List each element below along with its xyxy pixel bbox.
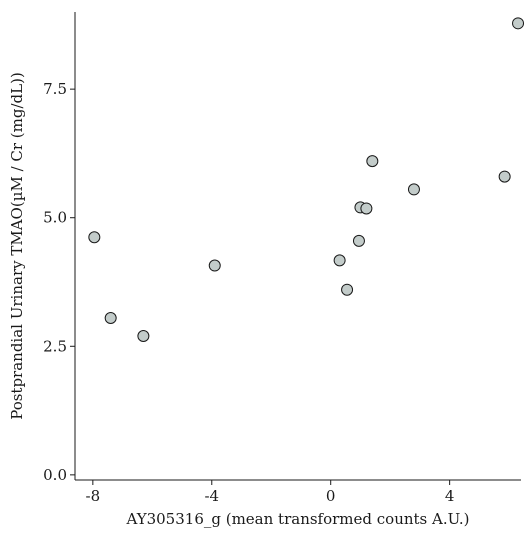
- data-point: [104, 312, 117, 324]
- x-tick-label: 4: [445, 487, 455, 505]
- y-tick-label: 0.0: [43, 466, 67, 484]
- axis-labels: AY305316_g (mean transformed counts A.U.…: [8, 72, 470, 528]
- x-axis-title: AY305316_g (mean transformed counts A.U.…: [125, 510, 469, 528]
- y-tick-label: 5.0: [43, 209, 67, 227]
- y-tick-label: 2.5: [43, 337, 67, 355]
- data-point: [137, 330, 150, 342]
- data-point: [88, 231, 101, 244]
- x-tick-label: -8: [86, 487, 101, 505]
- data-point: [407, 183, 420, 196]
- x-tick-label: -4: [204, 487, 219, 505]
- data-point: [208, 259, 221, 272]
- data-point: [366, 155, 379, 168]
- data-point: [341, 283, 354, 296]
- x-tick-label: 0: [326, 487, 336, 505]
- y-axis-title: Postprandial Urinary TMAO(µM / Cr (mg/dL…: [8, 72, 26, 420]
- data-point: [360, 202, 373, 215]
- axes: [74, 12, 521, 481]
- data-point: [333, 254, 346, 267]
- data-points: [88, 17, 525, 342]
- data-point: [498, 170, 511, 183]
- data-point: [512, 17, 525, 30]
- y-tick-label: 7.5: [43, 80, 67, 98]
- ticks: -8 -4 0 4 0.0 2.5 5.0 7.5: [43, 80, 454, 505]
- data-point: [352, 234, 365, 247]
